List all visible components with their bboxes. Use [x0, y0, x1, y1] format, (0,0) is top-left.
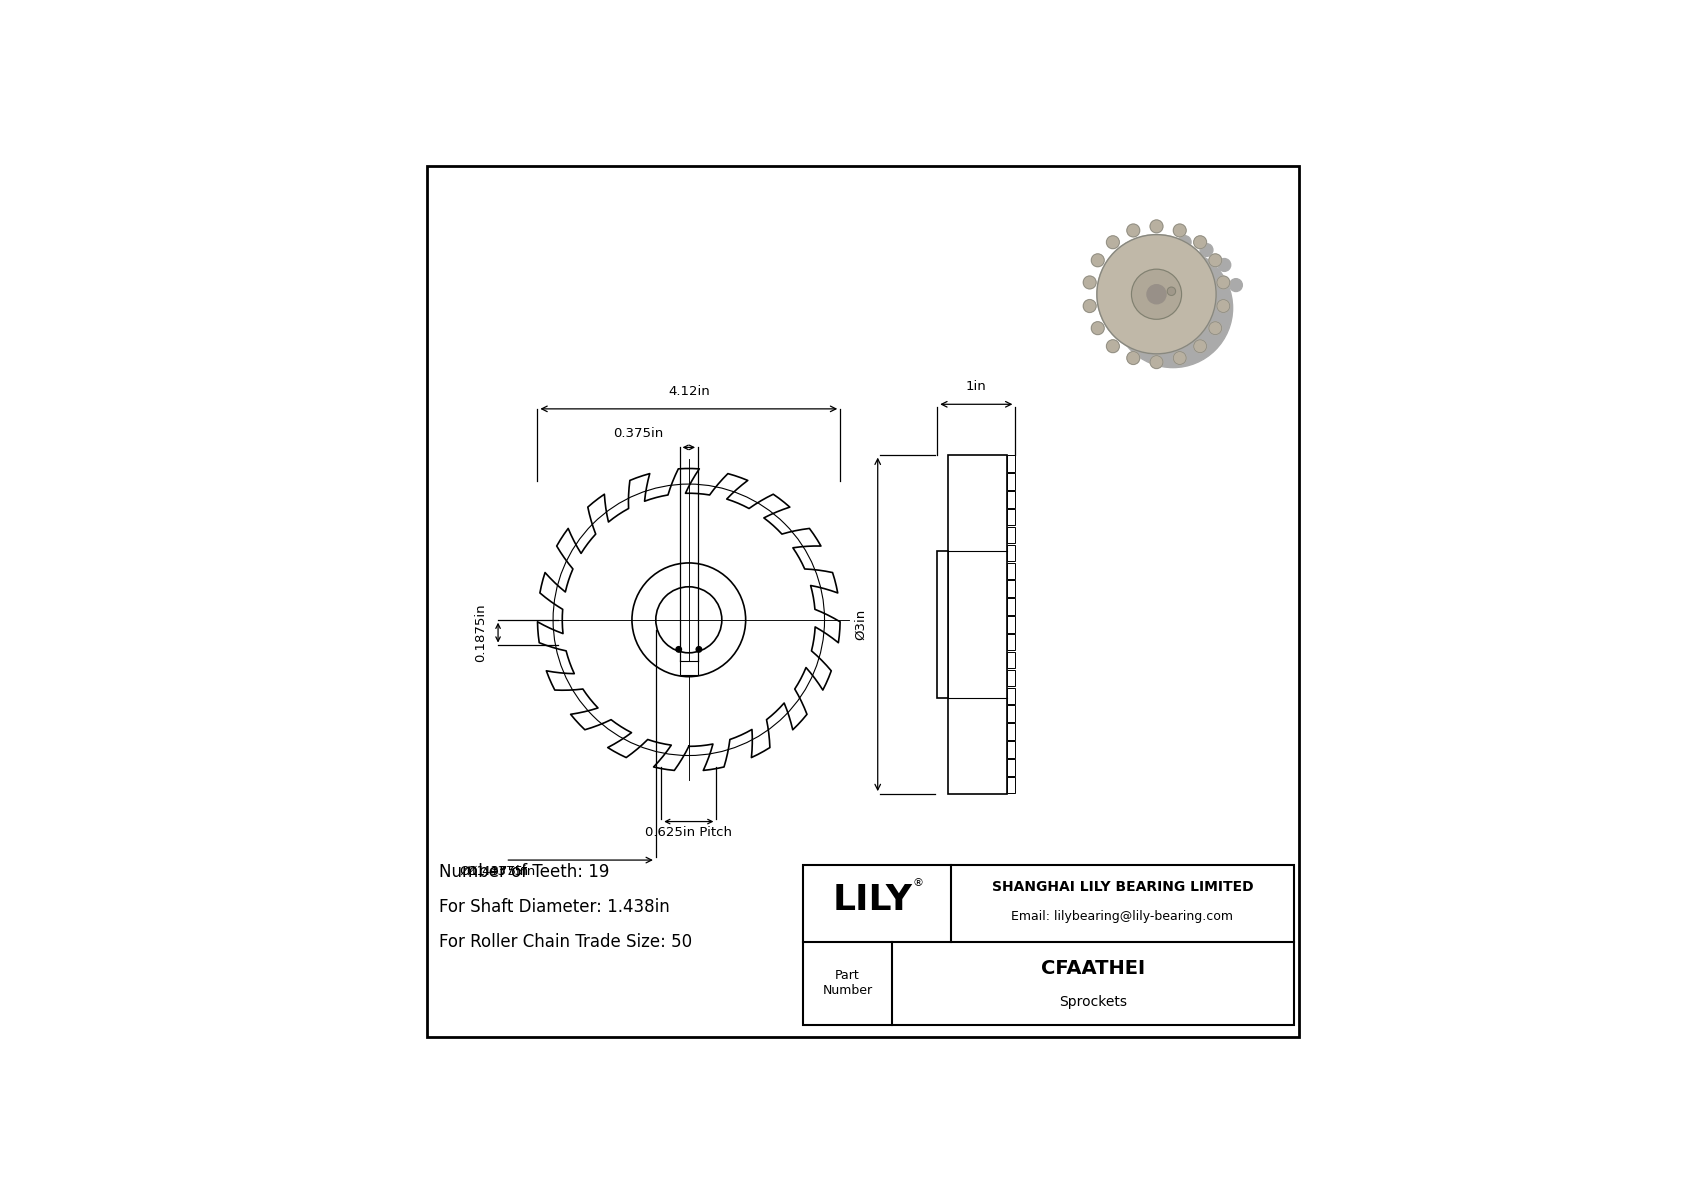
Bar [1007, 473, 1015, 490]
Circle shape [1218, 300, 1229, 312]
Circle shape [1167, 287, 1175, 295]
Text: 4.12in: 4.12in [669, 385, 709, 398]
Circle shape [1179, 236, 1191, 249]
Text: LILY: LILY [832, 884, 913, 917]
Circle shape [1150, 356, 1164, 368]
Bar [938, 551, 948, 698]
Text: CFAATHEI: CFAATHEI [1041, 959, 1145, 978]
Text: For Roller Chain Trade Size: 50: For Roller Chain Trade Size: 50 [440, 933, 692, 950]
Circle shape [1091, 322, 1105, 335]
Circle shape [1218, 276, 1229, 289]
Text: 0.625in Pitch: 0.625in Pitch [645, 827, 733, 840]
Text: Sprockets: Sprockets [1059, 994, 1127, 1009]
Bar [1007, 759, 1015, 775]
Text: Ø1.4375in: Ø1.4375in [466, 865, 536, 878]
Bar [1007, 455, 1015, 472]
Text: 1in: 1in [967, 380, 987, 393]
Circle shape [1194, 339, 1206, 353]
Circle shape [1113, 249, 1233, 368]
Bar [948, 455, 1007, 794]
Circle shape [1096, 235, 1216, 354]
Circle shape [1209, 254, 1221, 267]
Bar [1007, 509, 1015, 525]
Bar [1007, 669, 1015, 686]
Text: ®: ® [913, 878, 925, 888]
Text: Part
Number: Part Number [822, 969, 872, 997]
Text: Ø1.4375in: Ø1.4375in [460, 865, 529, 878]
Circle shape [1091, 254, 1105, 267]
Circle shape [1133, 244, 1147, 256]
Circle shape [1103, 279, 1116, 292]
Bar [1007, 687, 1015, 704]
Text: SHANGHAI LILY BEARING LIMITED: SHANGHAI LILY BEARING LIMITED [992, 880, 1253, 894]
Circle shape [1194, 236, 1206, 249]
Text: Number of Teeth: 19: Number of Teeth: 19 [440, 862, 610, 881]
Circle shape [1150, 220, 1164, 232]
Circle shape [1155, 236, 1167, 249]
Bar [1007, 777, 1015, 793]
Circle shape [1115, 258, 1128, 272]
Text: For Shaft Diameter: 1.438in: For Shaft Diameter: 1.438in [440, 898, 670, 916]
Circle shape [1174, 351, 1186, 364]
Circle shape [1209, 322, 1221, 335]
Bar [1007, 598, 1015, 615]
Circle shape [1106, 236, 1120, 249]
Text: Email: lilybearing@lily-bearing.com: Email: lilybearing@lily-bearing.com [1012, 910, 1233, 923]
Circle shape [1201, 244, 1212, 256]
Bar [1007, 651, 1015, 668]
Circle shape [1127, 224, 1140, 237]
Circle shape [1083, 300, 1096, 312]
Bar [1007, 705, 1015, 722]
Circle shape [1147, 285, 1165, 304]
Text: 0.375in: 0.375in [613, 428, 663, 439]
Circle shape [675, 647, 682, 653]
Circle shape [1127, 351, 1140, 364]
Bar [680, 661, 697, 675]
Bar [1007, 562, 1015, 579]
Circle shape [1218, 258, 1231, 272]
Circle shape [695, 647, 702, 653]
Bar [1007, 634, 1015, 650]
Text: 0.1875in: 0.1875in [475, 604, 487, 662]
Bar [1007, 491, 1015, 507]
Bar [1007, 616, 1015, 632]
Bar [803, 865, 1293, 1025]
Bar [1007, 544, 1015, 561]
Bar [1007, 723, 1015, 740]
Bar [1007, 741, 1015, 757]
Bar [1007, 526, 1015, 543]
Circle shape [1229, 279, 1243, 292]
Bar [1007, 580, 1015, 597]
Circle shape [1106, 339, 1120, 353]
Text: Ø3in: Ø3in [854, 609, 867, 640]
Circle shape [1174, 224, 1186, 237]
Circle shape [1083, 276, 1096, 289]
Circle shape [1132, 269, 1182, 319]
